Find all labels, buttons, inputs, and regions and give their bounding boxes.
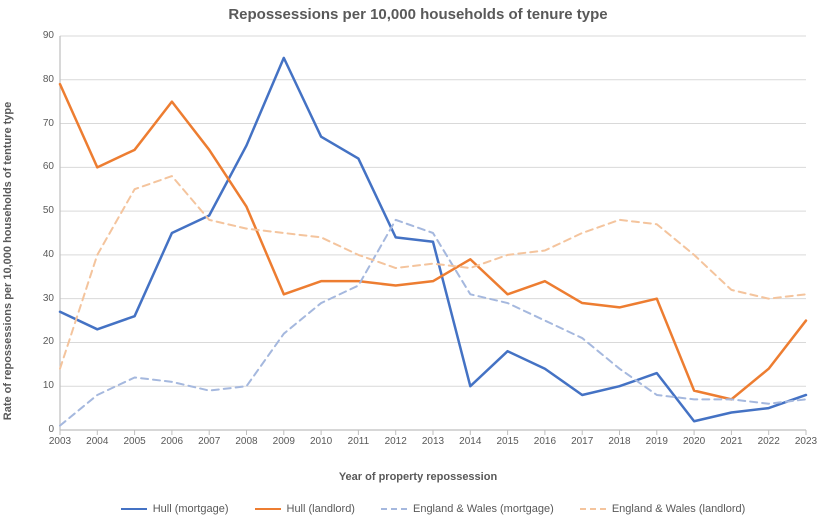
legend-swatch xyxy=(381,508,407,510)
x-tick-label: 2006 xyxy=(161,436,183,447)
repossessions-chart: Repossessions per 10,000 households of t… xyxy=(0,0,836,521)
x-tick-label: 2020 xyxy=(683,436,705,447)
y-tick-label: 80 xyxy=(43,74,54,85)
legend-item: Hull (mortgage) xyxy=(121,503,229,515)
legend-item: England & Wales (mortgage) xyxy=(381,503,554,515)
legend-label: Hull (landlord) xyxy=(287,503,355,515)
x-tick-label: 2021 xyxy=(720,436,742,447)
x-tick-label: 2019 xyxy=(646,436,668,447)
chart-title: Repossessions per 10,000 households of t… xyxy=(0,6,836,23)
x-tick-label: 2005 xyxy=(123,436,145,447)
x-tick-label: 2018 xyxy=(608,436,630,447)
x-tick-label: 2003 xyxy=(49,436,71,447)
x-tick-label: 2023 xyxy=(795,436,817,447)
x-tick-label: 2004 xyxy=(86,436,108,447)
x-tick-label: 2007 xyxy=(198,436,220,447)
y-axis-title: Rate of repossessions per 10,000 househo… xyxy=(2,101,14,419)
y-tick-label: 10 xyxy=(43,380,54,391)
legend: Hull (mortgage) Hull (landlord) England & … xyxy=(60,503,806,515)
legend-label: England & Wales (landlord) xyxy=(612,503,746,515)
legend-item: England & Wales (landlord) xyxy=(580,503,746,515)
y-tick-label: 20 xyxy=(43,336,54,347)
legend-item: Hull (landlord) xyxy=(255,503,355,515)
x-tick-label: 2017 xyxy=(571,436,593,447)
legend-swatch xyxy=(255,508,281,510)
x-tick-label: 2022 xyxy=(758,436,780,447)
y-tick-label: 90 xyxy=(43,30,54,41)
x-tick-label: 2009 xyxy=(273,436,295,447)
y-tick-label: 70 xyxy=(43,118,54,129)
legend-label: England & Wales (mortgage) xyxy=(413,503,554,515)
x-tick-label: 2013 xyxy=(422,436,444,447)
y-tick-label: 30 xyxy=(43,293,54,304)
x-tick-label: 2010 xyxy=(310,436,332,447)
x-tick-label: 2011 xyxy=(348,436,370,447)
x-tick-label: 2014 xyxy=(459,436,481,447)
y-tick-label: 50 xyxy=(43,205,54,216)
legend-swatch xyxy=(580,508,606,510)
legend-swatch xyxy=(121,508,147,510)
plot-area xyxy=(60,36,806,430)
x-tick-label: 2008 xyxy=(235,436,257,447)
y-tick-label: 60 xyxy=(43,161,54,172)
y-tick-label: 0 xyxy=(48,424,54,435)
series-line xyxy=(60,220,806,426)
x-tick-label: 2015 xyxy=(496,436,518,447)
series-line xyxy=(60,176,806,369)
x-tick-label: 2012 xyxy=(385,436,407,447)
x-tick-label: 2016 xyxy=(534,436,556,447)
legend-label: Hull (mortgage) xyxy=(153,503,229,515)
series-line xyxy=(60,58,806,421)
x-axis-title: Year of property repossession xyxy=(0,471,836,483)
plot-svg xyxy=(60,36,806,430)
y-tick-label: 40 xyxy=(43,249,54,260)
